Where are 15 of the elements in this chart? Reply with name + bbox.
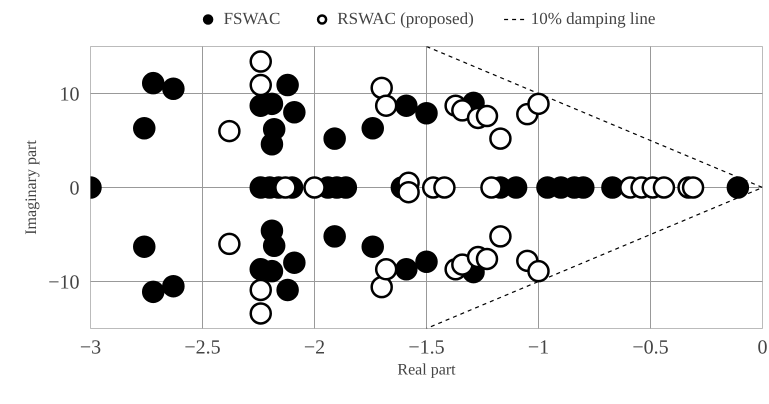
legend-label: 10% damping line — [530, 9, 656, 29]
x-tick-label: −0.5 — [632, 336, 669, 358]
y-axis-title: Imaginary part — [23, 140, 40, 235]
x-tick-label: 0 — [758, 336, 768, 358]
x-tick-label: −3 — [80, 336, 102, 358]
legend-label: RSWAC (proposed) — [337, 9, 474, 29]
legend-label: FSWAC — [224, 9, 280, 29]
x-tick-label: −1 — [528, 336, 550, 358]
y-tick-label: −10 — [48, 272, 80, 294]
x-tick-label: −2.5 — [184, 336, 221, 358]
y-tick-label: 10 — [60, 84, 80, 106]
x-tick-label: −2 — [304, 336, 326, 358]
y-tick-label: 0 — [70, 178, 80, 200]
x-tick-label: −1.5 — [408, 336, 445, 358]
x-axis-title: Real part — [397, 362, 456, 378]
